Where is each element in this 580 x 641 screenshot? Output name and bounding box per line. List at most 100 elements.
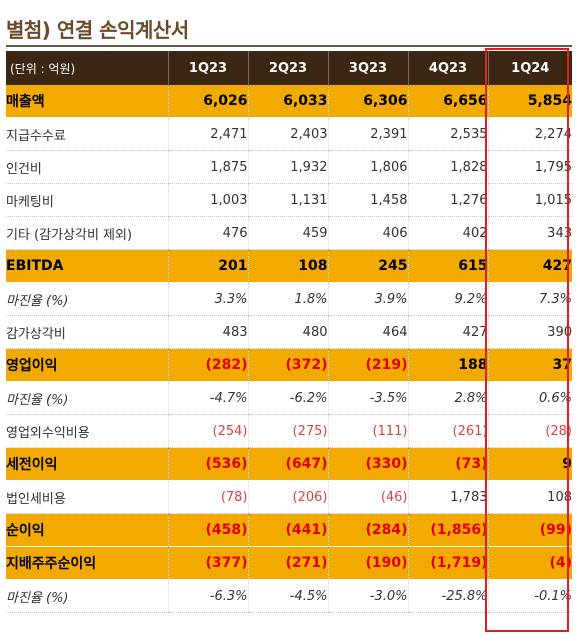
row-label: 법인세비용 <box>6 480 168 514</box>
table-cell: 201 <box>167 249 248 283</box>
table-cell: (536) <box>167 447 248 481</box>
table-cell: 3.9% <box>327 282 408 316</box>
table-cell: (73) <box>407 447 488 481</box>
row-label: 지배주주순이익 <box>6 546 168 580</box>
column-header: 1Q24 <box>487 51 572 85</box>
table-cell: 2,274 <box>487 117 572 151</box>
table-cell: 6,656 <box>407 85 488 118</box>
row-label: EBITDA <box>6 249 168 283</box>
table-cell: 2,535 <box>407 117 488 151</box>
table-cell: 1,783 <box>407 480 488 514</box>
table-row: 법인세비용 (78) (206) (46) 1,783 108 <box>6 480 572 514</box>
table-cell: 615 <box>407 249 488 283</box>
unit-label: (단위 : 억원) <box>6 51 168 85</box>
table-cell: -4.5% <box>247 579 328 613</box>
table-cell: -25.8% <box>407 579 488 613</box>
table-cell: 1,806 <box>327 150 408 184</box>
row-label: 마진율 (%) <box>6 282 168 316</box>
table-cell: 343 <box>487 216 572 250</box>
table-cell: 1,015 <box>487 183 572 217</box>
table-cell: 480 <box>247 315 328 349</box>
table-row: 순이익 (458) (441) (284) (1,856) (99) <box>6 513 572 547</box>
table-row: 지급수수료 2,471 2,403 2,391 2,535 2,274 <box>6 117 572 151</box>
row-label: 매출액 <box>6 85 168 118</box>
table-row: 마케팅비 1,003 1,131 1,458 1,276 1,015 <box>6 183 572 217</box>
table-row: 마진율 (%) -6.3% -4.5% -3.0% -25.8% -0.1% <box>6 579 572 613</box>
table-cell: 402 <box>407 216 488 250</box>
table-cell: 188 <box>407 348 488 382</box>
table-cell: 1,003 <box>167 183 248 217</box>
row-label: 영업외수익비용 <box>6 414 168 448</box>
table-cell: (99) <box>487 513 572 547</box>
table-cell: 464 <box>327 315 408 349</box>
table-cell: 2,391 <box>327 117 408 151</box>
table-cell: (377) <box>167 546 248 580</box>
table-cell: 2.8% <box>407 381 488 415</box>
table-cell: (28) <box>487 414 572 448</box>
row-label: 영업이익 <box>6 348 168 382</box>
table-cell: 1,875 <box>167 150 248 184</box>
table-cell: 476 <box>167 216 248 250</box>
table-cell: (441) <box>247 513 328 547</box>
table-row: 마진율 (%) -4.7% -6.2% -3.5% 2.8% 0.6% <box>6 381 572 415</box>
row-label: 감가상각비 <box>6 315 168 349</box>
table-cell: (219) <box>327 348 408 382</box>
table-cell: (190) <box>327 546 408 580</box>
table-cell: 1.8% <box>247 282 328 316</box>
row-label: 세전이익 <box>6 447 168 481</box>
table-cell: 7.3% <box>487 282 572 316</box>
row-label: 마진율 (%) <box>6 579 168 613</box>
table-cell: (647) <box>247 447 328 481</box>
table-row: 영업이익 (282) (372) (219) 188 37 <box>6 348 572 382</box>
table-cell: 1,795 <box>487 150 572 184</box>
table-cell: (284) <box>327 513 408 547</box>
table-cell: 108 <box>487 480 572 514</box>
table-cell: 427 <box>487 249 572 283</box>
table-cell: 108 <box>247 249 328 283</box>
table-cell: 245 <box>327 249 408 283</box>
table-cell: 459 <box>247 216 328 250</box>
table-cell: (1,719) <box>407 546 488 580</box>
column-header: 3Q23 <box>327 51 408 85</box>
table-cell: (372) <box>247 348 328 382</box>
row-label: 순이익 <box>6 513 168 547</box>
row-label: 기타 (감가상각비 제외) <box>6 216 168 250</box>
table-cell: -6.3% <box>167 579 248 613</box>
table-row: 마진율 (%) 3.3% 1.8% 3.9% 9.2% 7.3% <box>6 282 572 316</box>
table-row: 지배주주순이익 (377) (271) (190) (1,719) (4) <box>6 546 572 580</box>
table-cell: (1,856) <box>407 513 488 547</box>
table-cell: 1,932 <box>247 150 328 184</box>
table-cell: 1,458 <box>327 183 408 217</box>
table-cell: (206) <box>247 480 328 514</box>
income-statement-table: (단위 : 억원) 1Q23 2Q23 3Q23 4Q23 1Q24 매출액 6… <box>6 51 572 613</box>
column-header: 2Q23 <box>247 51 328 85</box>
table-header-row: (단위 : 억원) 1Q23 2Q23 3Q23 4Q23 1Q24 <box>6 51 572 85</box>
table-cell: -3.5% <box>327 381 408 415</box>
table-cell: 483 <box>167 315 248 349</box>
table-cell: 6,033 <box>247 85 328 118</box>
table-row: EBITDA 201 108 245 615 427 <box>6 249 572 283</box>
table-row: 인건비 1,875 1,932 1,806 1,828 1,795 <box>6 150 572 184</box>
table-cell: 427 <box>407 315 488 349</box>
table-cell: -0.1% <box>487 579 572 613</box>
table-cell: -3.0% <box>327 579 408 613</box>
row-label: 지급수수료 <box>6 117 168 151</box>
table-cell: 1,828 <box>407 150 488 184</box>
table-cell: 1,276 <box>407 183 488 217</box>
title-divider <box>6 45 572 47</box>
column-header: 4Q23 <box>407 51 488 85</box>
table-row: 매출액 6,026 6,033 6,306 6,656 5,854 <box>6 85 572 118</box>
table-cell: 2,403 <box>247 117 328 151</box>
table-cell: (4) <box>487 546 572 580</box>
table-cell: 0.6% <box>487 381 572 415</box>
table-cell: 6,026 <box>167 85 248 118</box>
table-cell: (271) <box>247 546 328 580</box>
table-cell: (282) <box>167 348 248 382</box>
table-cell: 1,131 <box>247 183 328 217</box>
table-cell: 37 <box>487 348 572 382</box>
table-cell: 9.2% <box>407 282 488 316</box>
table-cell: (254) <box>167 414 248 448</box>
page-title: 별첨) 연결 손익계산서 <box>6 18 189 42</box>
table-cell: (111) <box>327 414 408 448</box>
row-label: 마진율 (%) <box>6 381 168 415</box>
